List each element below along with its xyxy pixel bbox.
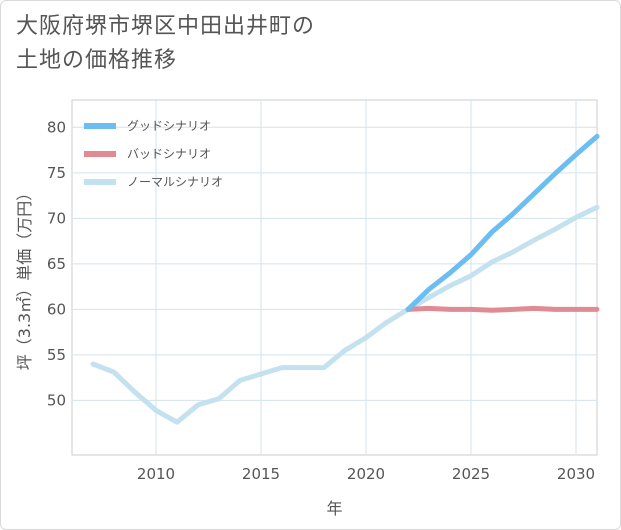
- x-tick-label: 2020: [347, 465, 385, 483]
- legend-label: バッドシナリオ: [127, 147, 211, 161]
- x-axis-label: 年: [326, 499, 342, 518]
- y-tick-label: 55: [47, 346, 66, 364]
- x-tick-label: 2025: [452, 465, 490, 483]
- y-tick-label: 80: [47, 118, 66, 136]
- y-tick-label: 65: [47, 255, 66, 273]
- x-tick-label: 2030: [557, 465, 595, 483]
- y-tick-label: 75: [47, 164, 66, 182]
- legend-label: ノーマルシナリオ: [127, 175, 223, 189]
- series-line-2: [90, 204, 600, 425]
- y-tick-label: 50: [47, 391, 66, 409]
- series-line-1: [405, 305, 600, 313]
- legend-label: グッドシナリオ: [127, 119, 211, 133]
- x-tick-label: 2010: [137, 465, 175, 483]
- x-tick-label: 2015: [242, 465, 280, 483]
- plot-area: [71, 99, 598, 456]
- y-axis-label: 坪（3.3㎡）単価（万円）: [15, 185, 34, 370]
- y-tick-label: 70: [47, 209, 66, 227]
- series-line-0: [405, 133, 600, 312]
- y-tick-label: 60: [47, 300, 66, 318]
- chart-title: 大阪府堺市堺区中田出井町の 土地の価格推移: [16, 14, 316, 73]
